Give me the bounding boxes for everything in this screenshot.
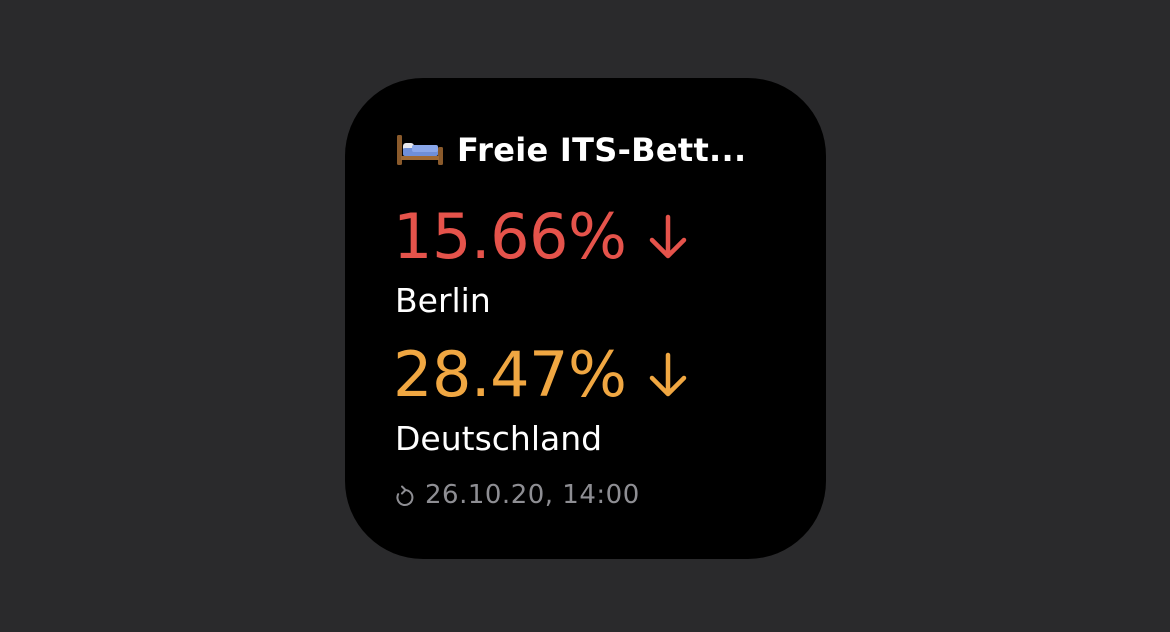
metric-label-berlin: Berlin [395,281,491,320]
metric-berlin: 15.66% [393,206,690,268]
refresh-icon [395,484,415,506]
metric-deutschland: 28.47% [393,344,690,406]
its-beds-widget[interactable]: Freie ITS-Bett... 15.66% Berlin 28.47% D… [345,78,826,559]
last-updated-timestamp: 26.10.20, 14:00 [425,480,640,510]
arrow-down-icon [646,213,690,261]
last-updated: 26.10.20, 14:00 [395,480,640,510]
metric-value-berlin: 15.66% [393,200,627,273]
arrow-down-icon [646,351,690,399]
widget-title: Freie ITS-Bett... [457,131,747,169]
metric-value-deutschland: 28.47% [393,338,627,411]
widget-header: Freie ITS-Bett... [395,130,746,170]
bed-icon [395,133,445,167]
metric-label-deutschland: Deutschland [395,419,603,458]
